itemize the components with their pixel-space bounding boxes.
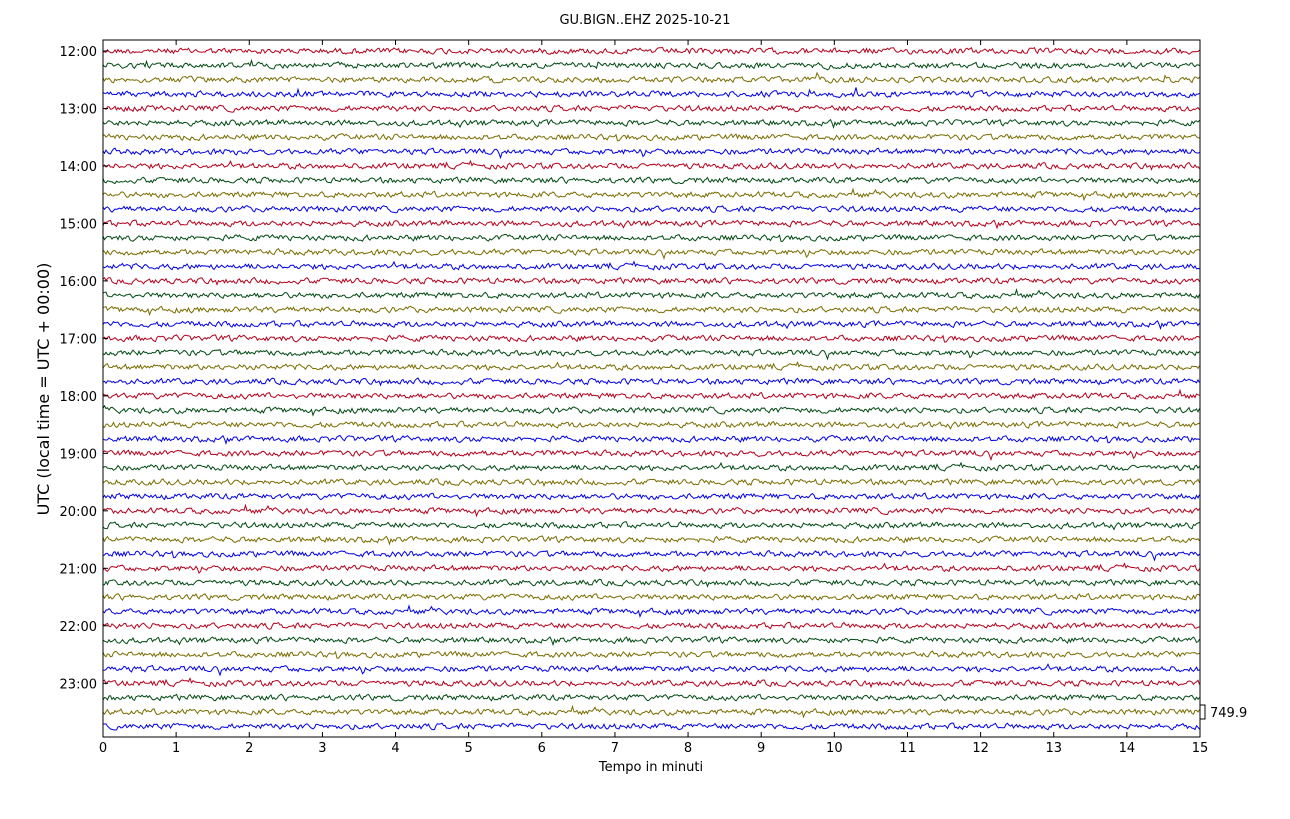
y-tick-label-hour: 17:00	[60, 332, 97, 347]
x-tick-label: 14	[1119, 741, 1136, 756]
y-tick-label-hour: 12:00	[60, 45, 97, 60]
seismic-trace-line	[102, 562, 1200, 575]
seismic-trace-line	[102, 104, 1200, 113]
seismic-trace-line	[102, 593, 1200, 602]
seismic-trace-line	[102, 219, 1200, 230]
plot-frame	[102, 39, 1201, 738]
x-tick-label: 12	[972, 741, 989, 756]
seismic-trace-line	[102, 58, 1200, 71]
x-tick-label: 1	[172, 741, 180, 756]
seismic-trace-line	[102, 693, 1200, 702]
seismic-trace-line	[102, 147, 1200, 160]
x-tick-label: 3	[318, 741, 326, 756]
x-tick-label: 11	[899, 741, 916, 756]
seismic-trace-line	[102, 133, 1200, 142]
seismic-trace-line	[102, 704, 1200, 719]
seismic-trace-line	[102, 636, 1200, 647]
seismic-trace-line	[102, 434, 1200, 446]
seismic-trace-line	[102, 233, 1200, 242]
seismic-trace-line	[102, 260, 1200, 271]
y-tick-label-hour: 14:00	[60, 160, 97, 175]
seismic-traces	[102, 46, 1200, 731]
x-tick-label: 13	[1045, 741, 1062, 756]
seismic-trace-line	[103, 663, 1200, 677]
y-tick-label-hour: 21:00	[60, 562, 97, 577]
x-axis-ticks: 0 1 2 3 4 5 6 7 8 9 10 11 12 13 14 15	[99, 40, 1208, 756]
seismic-trace-line	[102, 305, 1200, 317]
x-tick-label: 8	[684, 741, 692, 756]
amplitude-scale-label: 749.9	[1210, 706, 1247, 721]
seismic-trace-line	[102, 288, 1200, 300]
seismic-trace-line	[102, 492, 1200, 501]
seismic-trace-line	[102, 549, 1200, 562]
seismic-trace-line	[102, 360, 1200, 372]
y-tick-label-hour: 15:00	[60, 217, 97, 232]
y-axis-ticks: 12:00 13:00 14:00 15:00 16:00 17:00 18:00 19:00…	[60, 45, 108, 692]
seismic-trace-line	[102, 503, 1200, 518]
y-tick-label-hour: 22:00	[60, 620, 97, 635]
x-tick-label: 2	[245, 741, 253, 756]
x-tick-label: 15	[1192, 741, 1209, 756]
y-tick-label-hour: 20:00	[60, 505, 97, 520]
y-tick-label-hour: 16:00	[60, 275, 97, 290]
x-tick-label: 10	[826, 741, 843, 756]
seismic-trace-line	[102, 248, 1200, 260]
seismic-trace-line	[102, 71, 1200, 84]
y-axis-label: UTC (local time = UTC + 00:00)	[34, 263, 53, 516]
seismic-trace-line	[102, 449, 1200, 462]
seismic-trace-line	[102, 621, 1200, 630]
x-tick-label: 6	[538, 741, 546, 756]
seismic-trace-line	[103, 578, 1200, 588]
x-tick-label: 4	[391, 741, 399, 756]
seismic-trace-line	[102, 677, 1200, 689]
seismic-trace-line	[102, 334, 1200, 343]
seismic-trace-line	[102, 521, 1200, 531]
seismic-trace-line	[102, 722, 1200, 731]
seismic-trace-line	[102, 87, 1200, 99]
seismic-trace-line	[102, 404, 1200, 417]
seismic-trace-line	[102, 388, 1200, 400]
seismic-trace-line	[102, 46, 1200, 55]
seismic-trace-line	[102, 420, 1200, 430]
seismic-trace-line	[102, 159, 1200, 171]
seismic-trace-line	[102, 187, 1200, 202]
seismic-trace-line	[102, 118, 1200, 129]
x-tick-label: 0	[99, 741, 107, 756]
y-tick-label-hour: 13:00	[60, 102, 97, 117]
seismic-trace-line	[102, 604, 1200, 618]
y-tick-label-hour: 18:00	[60, 390, 97, 405]
x-tick-label: 5	[465, 741, 473, 756]
seismic-trace-line	[102, 205, 1200, 214]
seismic-trace-line	[102, 650, 1200, 659]
seismic-trace-line	[102, 377, 1200, 387]
seismic-trace-line	[102, 276, 1200, 286]
chart-title: GU.BIGN..EHZ 2025-10-21	[559, 13, 730, 28]
seismic-trace-line	[102, 461, 1200, 472]
y-tick-label-hour: 19:00	[60, 447, 97, 462]
x-tick-label: 9	[757, 741, 765, 756]
x-tick-label: 7	[611, 741, 619, 756]
seismic-trace-line	[102, 320, 1200, 331]
seismic-trace-line	[102, 535, 1200, 546]
seismic-trace-line	[102, 478, 1200, 488]
y-tick-label-hour: 23:00	[60, 677, 97, 692]
seismic-trace-line	[102, 348, 1200, 361]
x-axis-label: Tempo in minuti	[598, 760, 703, 775]
seismic-trace-line	[102, 176, 1200, 185]
amplitude-scale-bracket	[1200, 704, 1206, 720]
